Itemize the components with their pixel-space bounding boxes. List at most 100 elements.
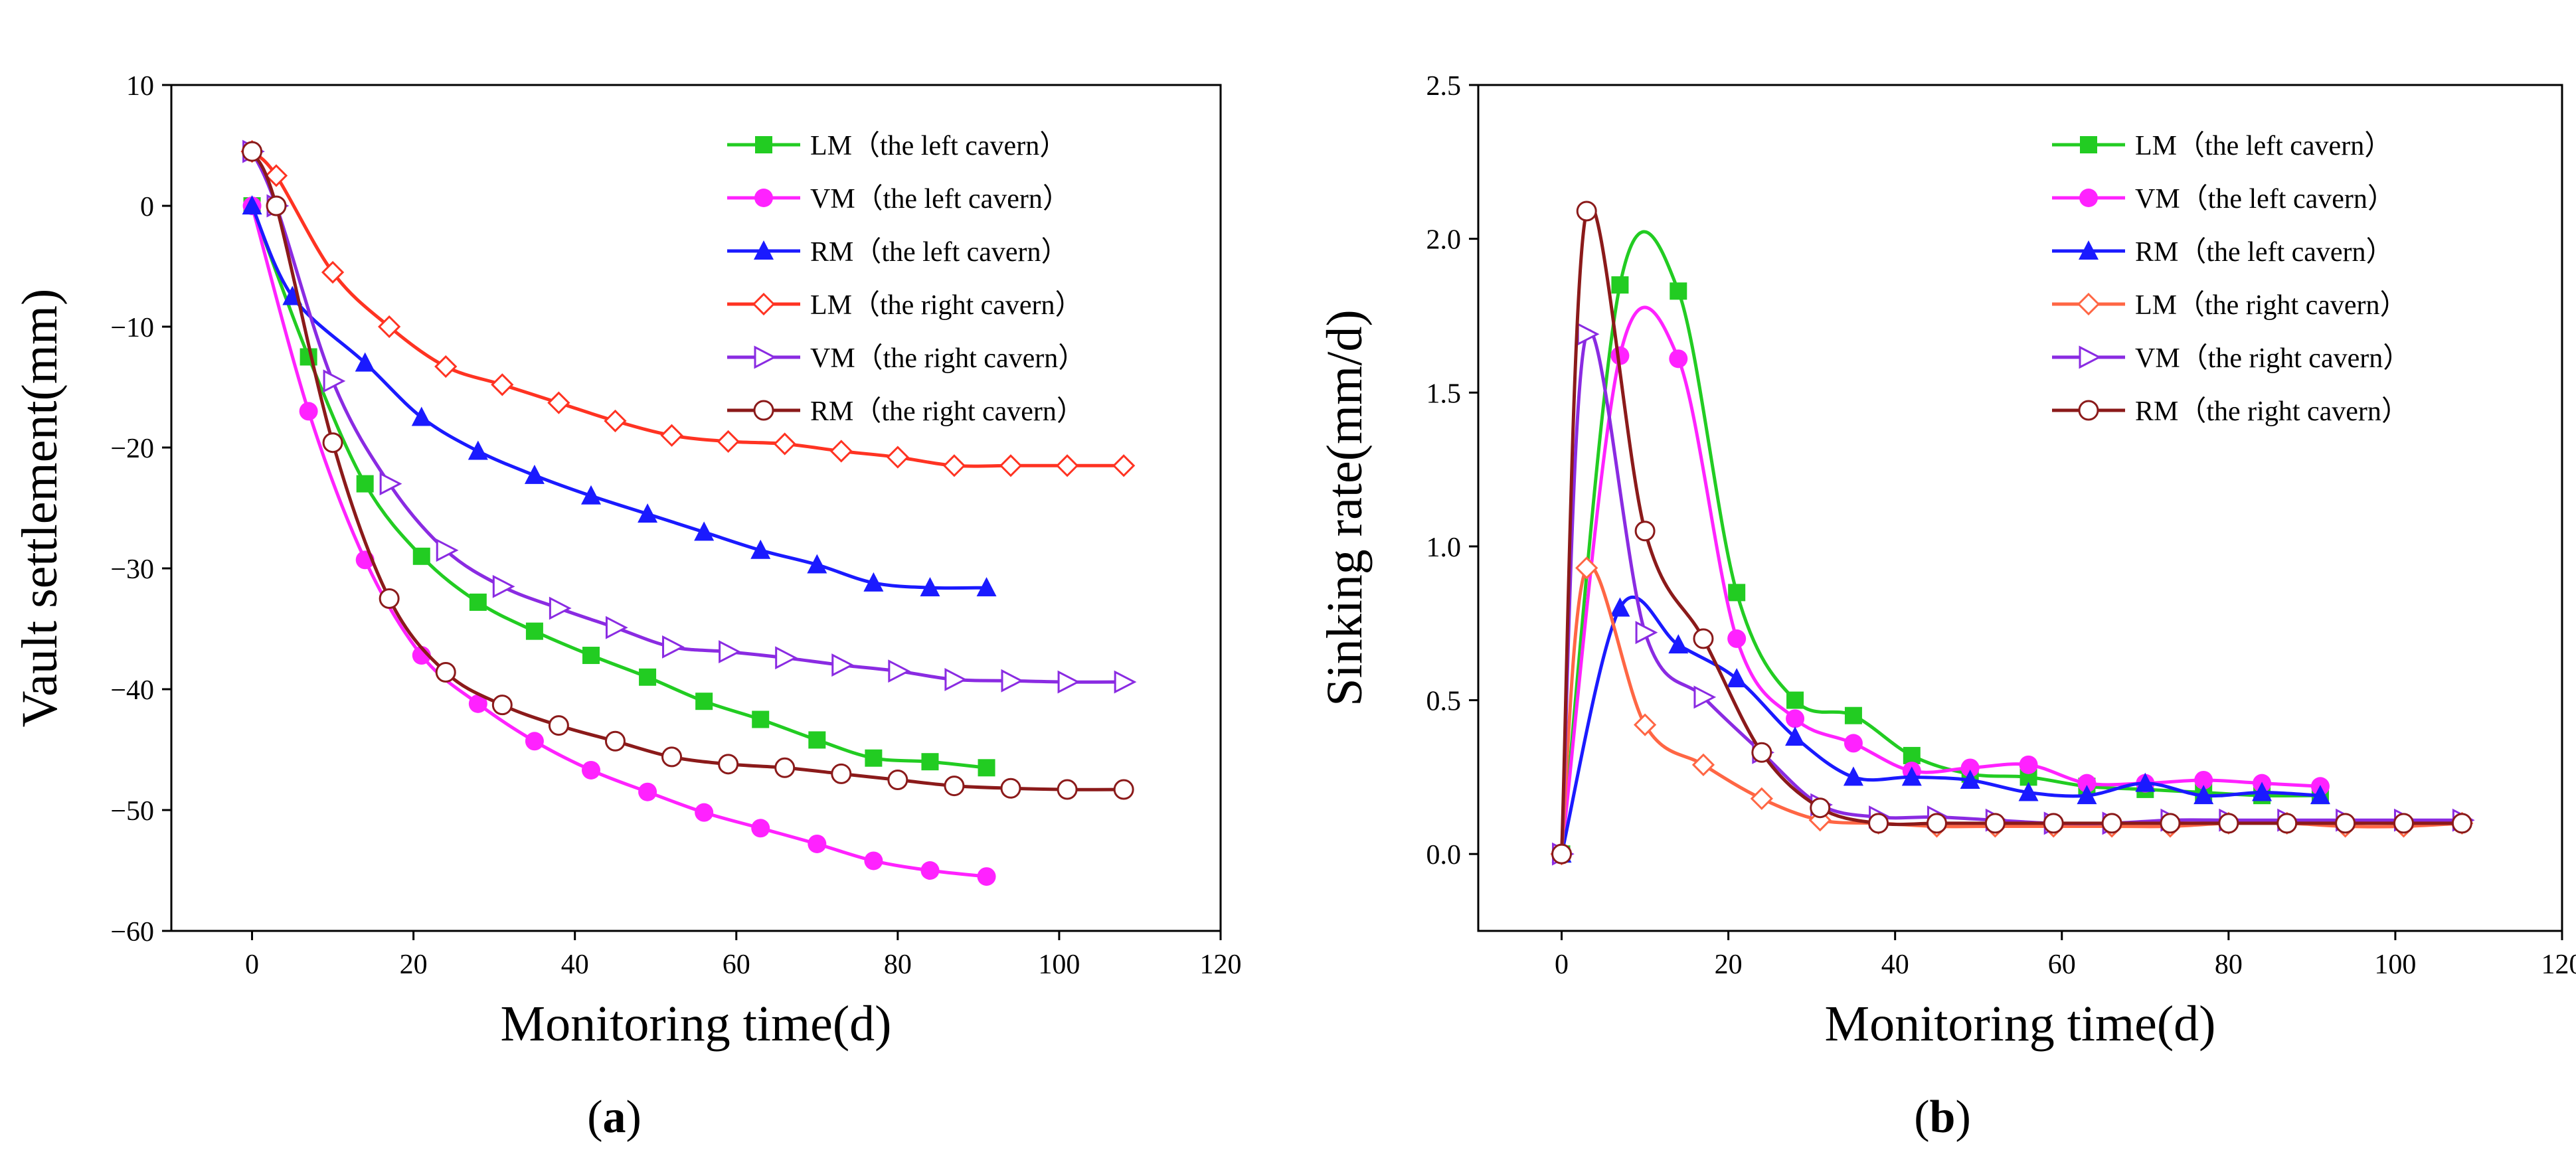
data-point: [525, 732, 544, 751]
data-point: [694, 521, 715, 541]
data-point: [661, 746, 683, 768]
plot-frame: [170, 84, 1222, 932]
data-point: [2135, 772, 2156, 792]
data-point: [436, 538, 459, 562]
data-point: [547, 391, 570, 414]
series-line: [250, 205, 987, 878]
series-5: [242, 139, 1137, 694]
data-point: [1055, 454, 1079, 477]
data-point: [1786, 691, 1804, 709]
data-point: [920, 861, 940, 880]
data-point: [1114, 670, 1137, 694]
panel-label-letter: b: [1930, 1092, 1956, 1143]
data-point: [1693, 628, 1714, 649]
data-point: [582, 760, 600, 780]
data-point: [242, 141, 263, 162]
data-point: [299, 402, 318, 421]
data-point: [1576, 201, 1597, 222]
data-point: [775, 646, 798, 670]
data-point: [1635, 621, 1658, 645]
data-point: [2077, 774, 2097, 793]
x-tick-label: 120: [1200, 949, 1242, 980]
data-point: [1727, 668, 1747, 688]
y-tick-label: 2.5: [1426, 71, 1462, 102]
data-point: [1691, 753, 1715, 776]
y-tick-label: −60: [110, 917, 154, 948]
data-point: [1901, 766, 1922, 786]
data-point: [2276, 813, 2298, 834]
data-point: [2218, 813, 2239, 834]
series-line: [1560, 230, 2320, 855]
data-point: [1727, 629, 1747, 648]
data-point: [1960, 758, 1980, 778]
legend-marker: [2077, 292, 2101, 316]
y-tick-label: 0: [140, 192, 154, 222]
x-axis-title: Monitoring time(d): [501, 996, 892, 1052]
data-point: [920, 577, 940, 597]
data-point: [379, 588, 400, 609]
legend-label: LM（the left cavern）: [810, 131, 1067, 161]
data-point: [1668, 634, 1689, 654]
data-point: [831, 653, 855, 677]
x-tick-label: 40: [561, 949, 589, 980]
data-point: [469, 593, 487, 611]
y-tick-label: −30: [110, 554, 154, 585]
data-point: [695, 693, 713, 710]
data-point: [1984, 813, 2006, 834]
data-point: [807, 554, 827, 574]
x-tick-label: 60: [723, 949, 750, 980]
data-point: [1057, 670, 1080, 694]
data-point: [831, 763, 852, 784]
data-point: [1113, 779, 1134, 800]
series-line: [1560, 564, 2462, 855]
legend-label: RM（the right cavern）: [2135, 396, 2409, 427]
data-point: [491, 695, 513, 716]
data-point: [1670, 282, 1687, 300]
data-point: [863, 572, 884, 592]
data-point: [524, 464, 545, 484]
series-2: [1552, 305, 2330, 864]
data-point: [2252, 782, 2273, 801]
data-point: [2194, 770, 2213, 789]
series-1: [1553, 230, 2329, 863]
series-line: [1560, 595, 2321, 855]
data-point: [1843, 766, 1863, 786]
x-tick-label: 0: [245, 949, 259, 980]
data-point: [750, 539, 771, 559]
y-tick-label: 2.0: [1426, 225, 1462, 256]
y-tick-label: −50: [110, 796, 154, 827]
legend-marker: [2079, 189, 2098, 207]
data-point: [977, 867, 996, 886]
data-point: [808, 731, 826, 749]
data-point: [662, 635, 685, 659]
data-point: [1000, 778, 1021, 799]
x-tick-label: 0: [1555, 949, 1569, 980]
data-point: [2043, 813, 2064, 834]
data-point: [773, 432, 796, 455]
legend-marker: [754, 240, 774, 260]
data-point: [1610, 597, 1630, 617]
chart-panel-b: 0 20 40 60 80 100 120 0.0 0.5 1.0 1.5 2.0 2.5 Monitor…: [1317, 71, 2576, 1143]
data-point: [321, 260, 345, 284]
legend-marker: [2079, 240, 2099, 260]
data-point: [266, 195, 287, 216]
series-6: [242, 141, 1134, 800]
data-point: [976, 577, 997, 597]
data-point: [1810, 797, 1831, 819]
data-point: [865, 749, 883, 767]
x-tick-label: 120: [2541, 949, 2576, 980]
data-point: [1903, 746, 1921, 764]
data-point: [999, 454, 1023, 477]
legend-label: LM（the left cavern）: [2135, 131, 2392, 161]
data-point: [660, 424, 683, 447]
y-tick-label: 0.0: [1426, 840, 1462, 870]
data-point: [829, 440, 853, 463]
data-point: [944, 776, 965, 797]
legend-label: VM（the right cavern）: [2135, 343, 2411, 374]
data-point: [1057, 779, 1078, 800]
legend-label: RM（the right cavern）: [810, 396, 1084, 427]
data-point: [2335, 813, 2356, 834]
legend-marker: [755, 136, 772, 153]
legend-marker: [752, 292, 776, 316]
legend-label: LM（the right cavern）: [810, 290, 1083, 321]
